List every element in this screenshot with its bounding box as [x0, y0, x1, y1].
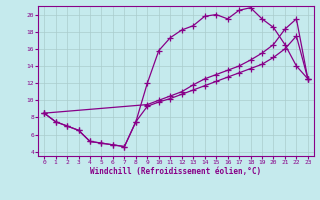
X-axis label: Windchill (Refroidissement éolien,°C): Windchill (Refroidissement éolien,°C): [91, 167, 261, 176]
